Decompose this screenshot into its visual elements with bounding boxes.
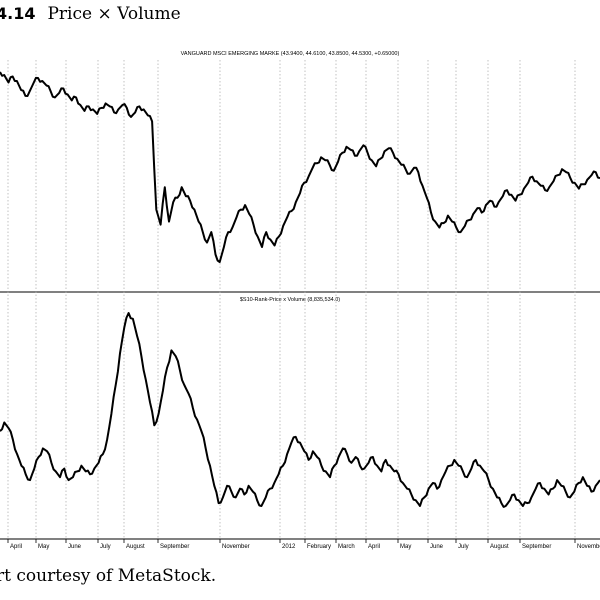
figure-title: Price × Volume bbox=[47, 4, 181, 24]
price-line bbox=[0, 71, 600, 263]
x-tick-label: November bbox=[577, 544, 600, 550]
x-tick-label: August bbox=[490, 544, 509, 550]
figure-label: 4.14 Price × Volume bbox=[0, 4, 181, 24]
x-tick-label: June bbox=[430, 544, 444, 550]
x-tick-label: July bbox=[100, 544, 111, 550]
x-tick-label: August bbox=[126, 544, 145, 550]
x-tick-label: June bbox=[68, 544, 82, 550]
x-tick-label: 2012 bbox=[282, 544, 296, 550]
figure-number: 4.14 bbox=[0, 4, 36, 23]
x-tick-label: March bbox=[338, 544, 355, 550]
x-tick-label: April bbox=[10, 544, 22, 550]
x-tick-label: July bbox=[458, 544, 469, 550]
lower-panel-title: $S10-Rank-Price x Volume (8,835,534.0) bbox=[240, 297, 340, 303]
x-tick-label: April bbox=[368, 544, 380, 550]
x-tick-label: February bbox=[307, 544, 331, 550]
upper-panel-title: VANGUARD MSCI EMERGING MARKE (43.9400, 4… bbox=[181, 51, 400, 57]
x-tick-label: November bbox=[222, 544, 250, 550]
x-tick-label: September bbox=[160, 544, 189, 550]
x-tick-label: September bbox=[522, 544, 551, 550]
price-volume-line bbox=[0, 312, 600, 508]
x-tick-label: May bbox=[38, 544, 49, 550]
x-tick-label: May bbox=[400, 544, 411, 550]
figure-caption: rt courtesy of MetaStock. bbox=[0, 566, 217, 586]
